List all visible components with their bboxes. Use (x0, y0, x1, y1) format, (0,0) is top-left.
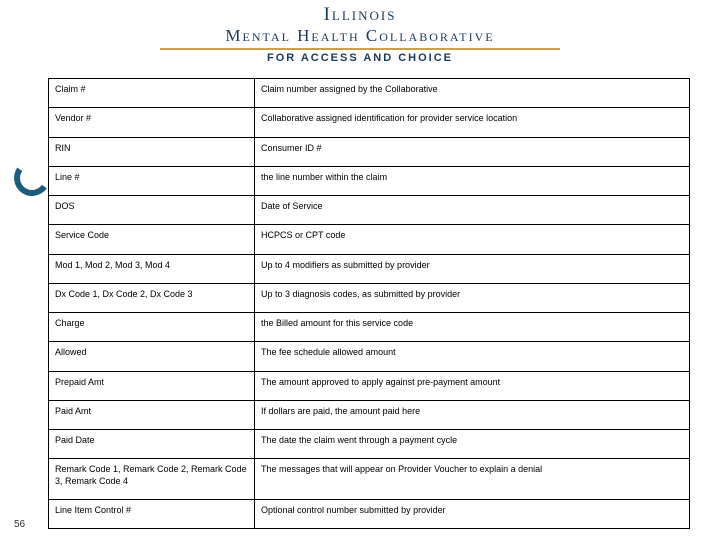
brand-title-line2: Mental Health Collaborative (0, 26, 720, 46)
brand-rule (160, 48, 560, 50)
field-desc-cell: Consumer ID # (255, 137, 690, 166)
field-name-cell: Claim # (49, 79, 255, 108)
brand-tagline: FOR ACCESS AND CHOICE (0, 52, 720, 64)
table-row: Prepaid AmtThe amount approved to apply … (49, 371, 690, 400)
table-row: Dx Code 1, Dx Code 2, Dx Code 3Up to 3 d… (49, 283, 690, 312)
field-name-cell: Mod 1, Mod 2, Mod 3, Mod 4 (49, 254, 255, 283)
field-desc-cell: Up to 4 modifiers as submitted by provid… (255, 254, 690, 283)
field-name-cell: Service Code (49, 225, 255, 254)
field-name-cell: DOS (49, 196, 255, 225)
field-desc-cell: Up to 3 diagnosis codes, as submitted by… (255, 283, 690, 312)
field-name-cell: Line # (49, 166, 255, 195)
field-name-cell: Vendor # (49, 108, 255, 137)
field-name-cell: Allowed (49, 342, 255, 371)
field-desc-cell: Claim number assigned by the Collaborati… (255, 79, 690, 108)
table-row: Chargethe Billed amount for this service… (49, 313, 690, 342)
field-desc-cell: The date the claim went through a paymen… (255, 430, 690, 459)
brand-title-line1: Illinois (0, 4, 720, 26)
decorative-swoosh-icon (11, 157, 53, 199)
field-name-cell: RIN (49, 137, 255, 166)
field-name-cell: Charge (49, 313, 255, 342)
field-desc-cell: Date of Service (255, 196, 690, 225)
table-row: Remark Code 1, Remark Code 2, Remark Cod… (49, 459, 690, 500)
table-row: Mod 1, Mod 2, Mod 3, Mod 4Up to 4 modifi… (49, 254, 690, 283)
table-row: Service CodeHCPCS or CPT code (49, 225, 690, 254)
header: Illinois Mental Health Collaborative FOR… (0, 0, 720, 64)
page-number: 56 (14, 519, 25, 530)
table-row: RINConsumer ID # (49, 137, 690, 166)
table-row: Line Item Control #Optional control numb… (49, 499, 690, 528)
field-name-cell: Remark Code 1, Remark Code 2, Remark Cod… (49, 459, 255, 500)
table-row: Claim #Claim number assigned by the Coll… (49, 79, 690, 108)
definitions-tbody: Claim #Claim number assigned by the Coll… (49, 79, 690, 529)
field-desc-cell: the line number within the claim (255, 166, 690, 195)
table-row: Paid AmtIf dollars are paid, the amount … (49, 400, 690, 429)
definitions-table: Claim #Claim number assigned by the Coll… (48, 78, 690, 529)
field-desc-cell: The messages that will appear on Provide… (255, 459, 690, 500)
field-desc-cell: the Billed amount for this service code (255, 313, 690, 342)
field-desc-cell: The amount approved to apply against pre… (255, 371, 690, 400)
field-name-cell: Paid Amt (49, 400, 255, 429)
table-row: Paid DateThe date the claim went through… (49, 430, 690, 459)
field-name-cell: Prepaid Amt (49, 371, 255, 400)
field-desc-cell: HCPCS or CPT code (255, 225, 690, 254)
table-row: Vendor #Collaborative assigned identific… (49, 108, 690, 137)
field-name-cell: Dx Code 1, Dx Code 2, Dx Code 3 (49, 283, 255, 312)
table-row: AllowedThe fee schedule allowed amount (49, 342, 690, 371)
table-row: DOSDate of Service (49, 196, 690, 225)
table-row: Line #the line number within the claim (49, 166, 690, 195)
field-desc-cell: The fee schedule allowed amount (255, 342, 690, 371)
field-name-cell: Line Item Control # (49, 499, 255, 528)
field-desc-cell: If dollars are paid, the amount paid her… (255, 400, 690, 429)
field-desc-cell: Optional control number submitted by pro… (255, 499, 690, 528)
field-name-cell: Paid Date (49, 430, 255, 459)
field-desc-cell: Collaborative assigned identification fo… (255, 108, 690, 137)
